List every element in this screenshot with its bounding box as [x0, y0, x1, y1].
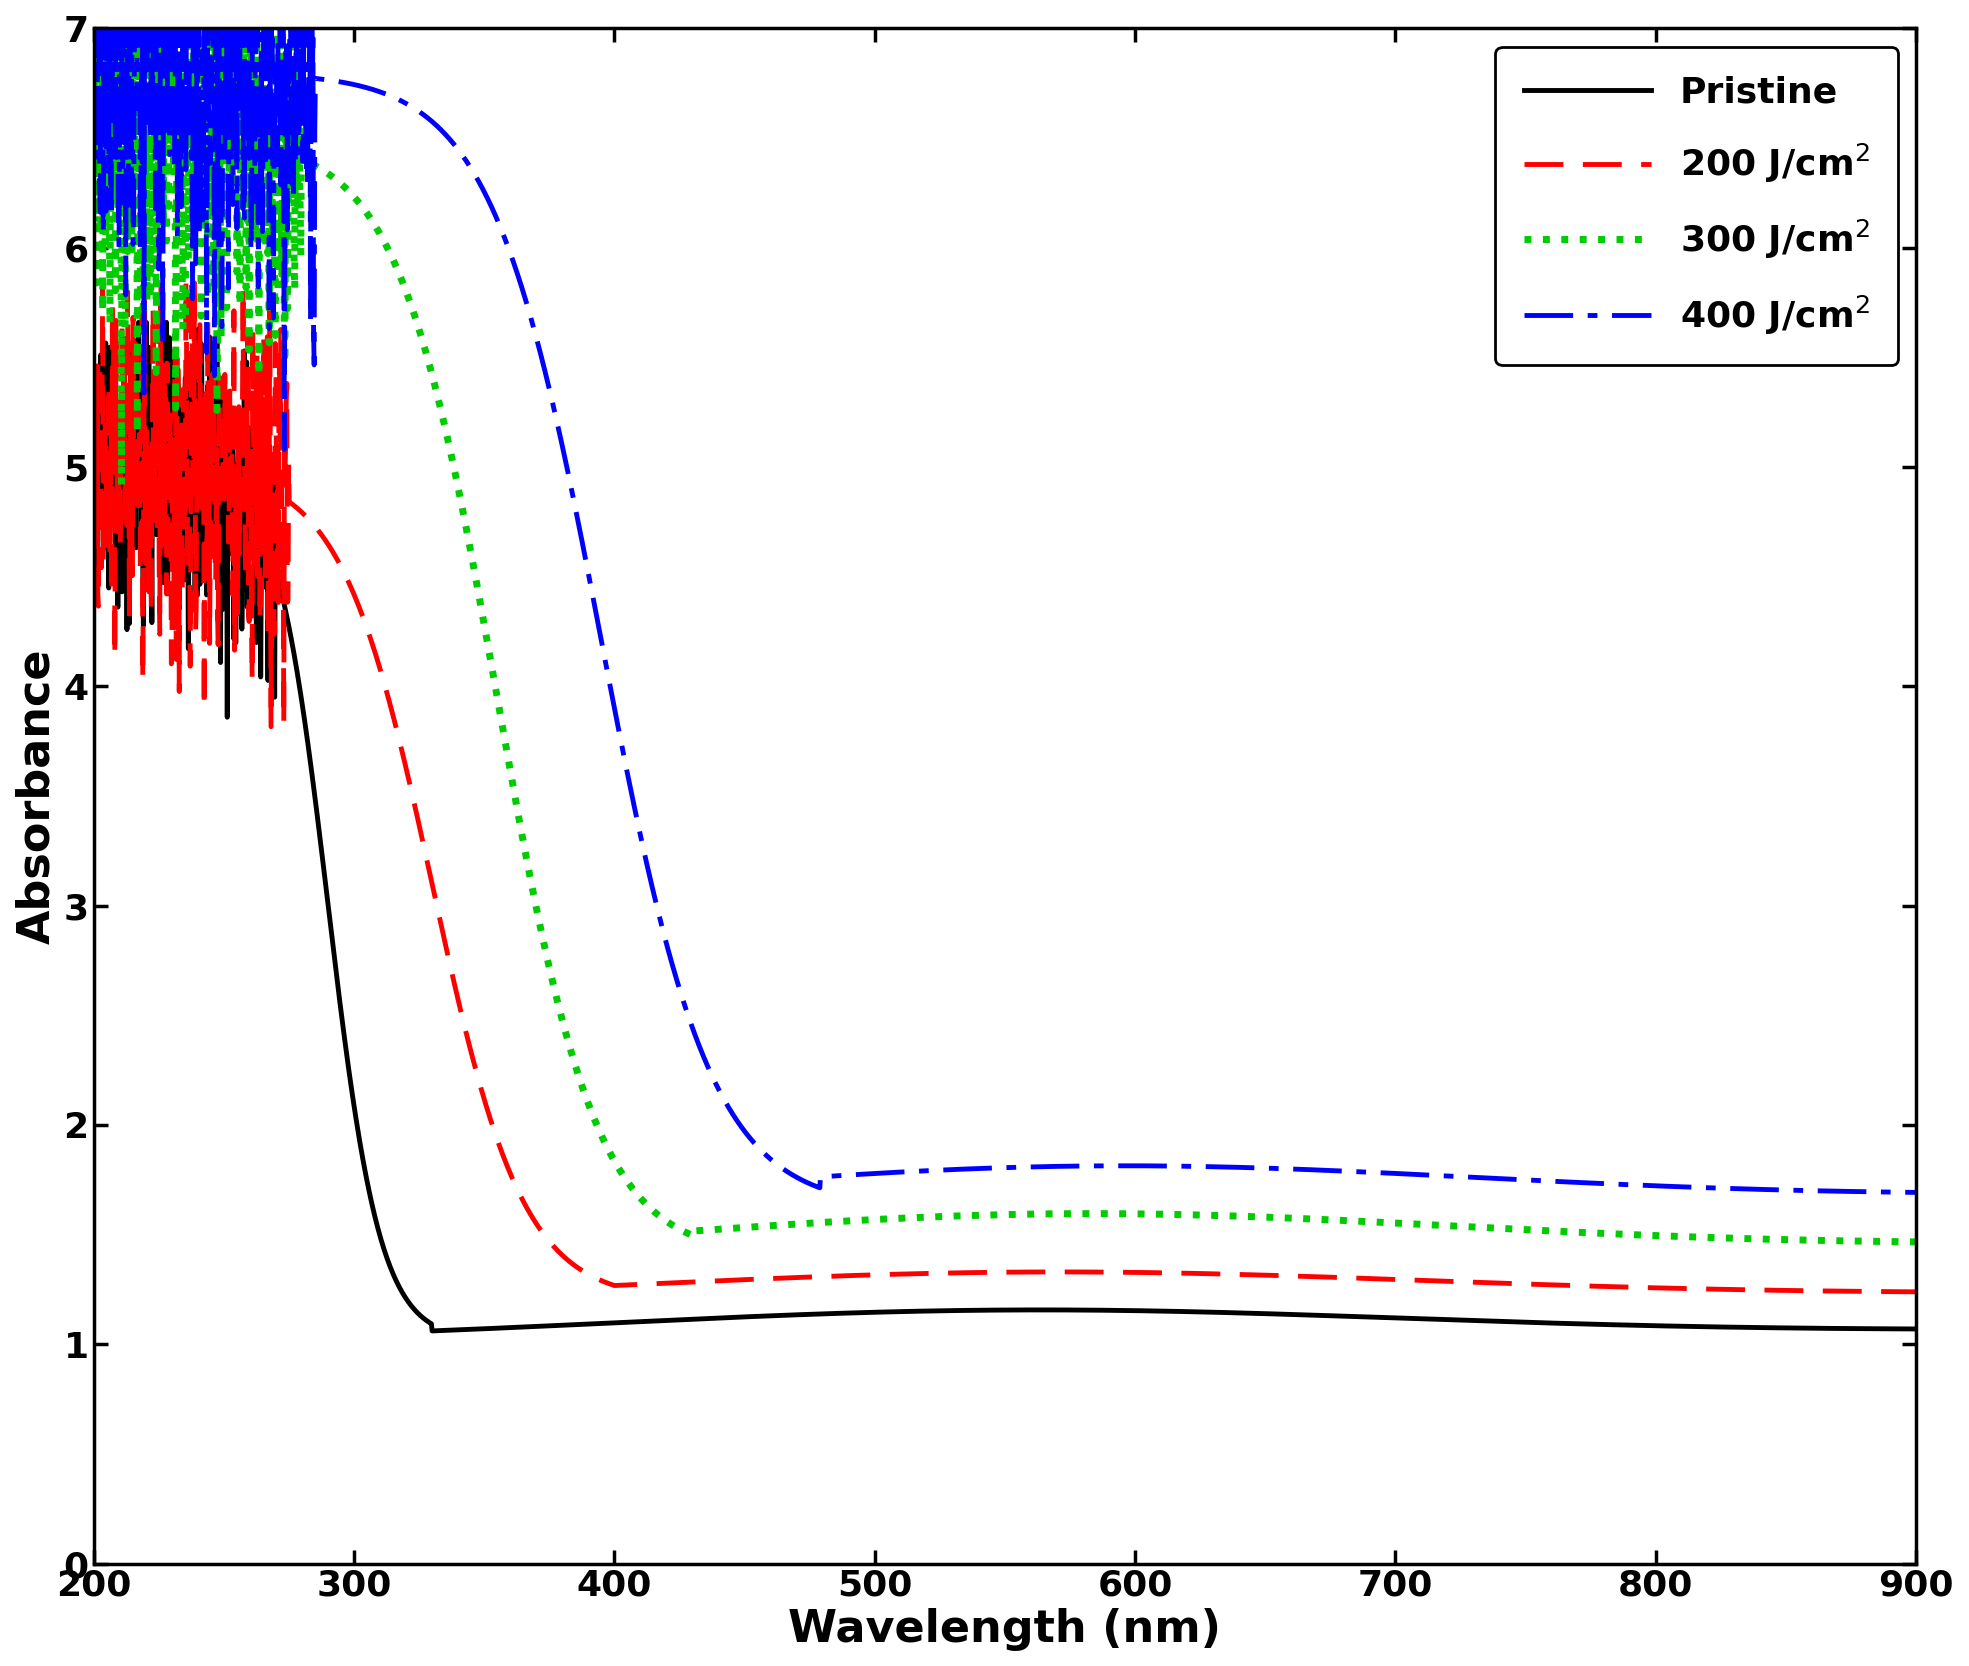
- Pristine: [398, 1294, 421, 1314]
- 200 J/cm$^2$: [860, 1264, 884, 1284]
- Line: 300 J/cm$^2$: 300 J/cm$^2$: [95, 0, 1916, 1241]
- 200 J/cm$^2$: [1869, 1281, 1892, 1301]
- Pristine: [1871, 1319, 1894, 1339]
- 400 J/cm$^2$: [1904, 1183, 1928, 1203]
- Y-axis label: Absorbance: Absorbance: [16, 648, 57, 945]
- Line: 400 J/cm$^2$: 400 J/cm$^2$: [95, 0, 1916, 1193]
- Pristine: [1904, 1319, 1928, 1339]
- 400 J/cm$^2$: [782, 1165, 805, 1185]
- Pristine: [782, 1304, 805, 1324]
- Line: Pristine: Pristine: [95, 322, 1916, 1331]
- Pristine: [83, 496, 106, 516]
- 200 J/cm$^2$: [91, 273, 114, 293]
- Pristine: [1674, 1316, 1697, 1336]
- 200 J/cm$^2$: [782, 1268, 805, 1288]
- 400 J/cm$^2$: [83, 45, 106, 65]
- 200 J/cm$^2$: [83, 515, 106, 535]
- 200 J/cm$^2$: [1674, 1278, 1697, 1298]
- Line: 200 J/cm$^2$: 200 J/cm$^2$: [95, 283, 1916, 1291]
- 400 J/cm$^2$: [398, 97, 421, 117]
- 400 J/cm$^2$: [1869, 1181, 1892, 1201]
- 300 J/cm$^2$: [289, 150, 313, 170]
- 300 J/cm$^2$: [1869, 1231, 1892, 1251]
- 400 J/cm$^2$: [860, 1163, 884, 1183]
- 300 J/cm$^2$: [1674, 1226, 1697, 1246]
- 300 J/cm$^2$: [860, 1210, 884, 1230]
- Pristine: [419, 1321, 443, 1341]
- 400 J/cm$^2$: [289, 0, 313, 15]
- Pristine: [289, 693, 313, 713]
- Legend: Pristine, 200 J/cm$^2$, 300 J/cm$^2$, 400 J/cm$^2$: Pristine, 200 J/cm$^2$, 300 J/cm$^2$, 40…: [1496, 47, 1898, 365]
- Pristine: [126, 312, 150, 332]
- X-axis label: Wavelength (nm): Wavelength (nm): [788, 1608, 1221, 1651]
- 200 J/cm$^2$: [398, 776, 421, 796]
- 300 J/cm$^2$: [782, 1215, 805, 1235]
- 300 J/cm$^2$: [1904, 1231, 1928, 1251]
- Pristine: [860, 1303, 884, 1323]
- 400 J/cm$^2$: [1674, 1176, 1697, 1196]
- 300 J/cm$^2$: [83, 153, 106, 173]
- 300 J/cm$^2$: [398, 293, 421, 313]
- 200 J/cm$^2$: [1904, 1281, 1928, 1301]
- 200 J/cm$^2$: [289, 503, 313, 523]
